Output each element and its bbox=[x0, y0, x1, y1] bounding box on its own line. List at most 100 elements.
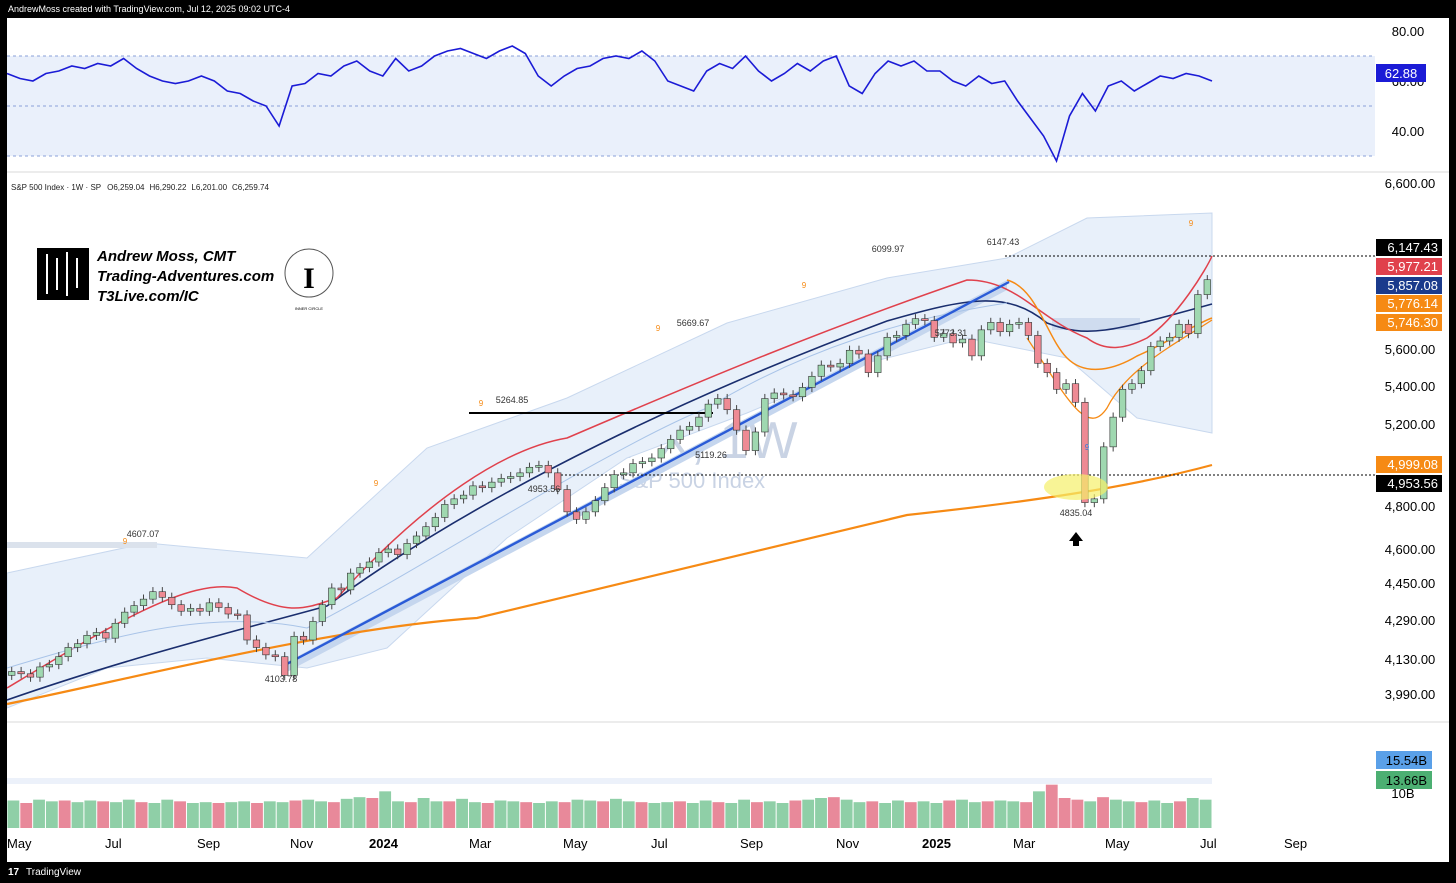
volume-bar bbox=[802, 799, 815, 828]
candle-up bbox=[1156, 340, 1164, 347]
price-axis-label: 4,600.00 bbox=[1385, 542, 1436, 557]
candle-down bbox=[1043, 362, 1051, 373]
rsi-value: 62.88 bbox=[1385, 66, 1418, 81]
candle-up bbox=[1203, 279, 1211, 295]
chart-svg[interactable]: 80.00 60.00 40.00 62.88 S&P 500 Index · … bbox=[7, 18, 1449, 862]
time-axis-label: Mar bbox=[1013, 836, 1036, 851]
candle-up bbox=[375, 552, 383, 563]
symbol-title: S&P 500 Index · 1W · SP O6,259.04 H6,290.2… bbox=[11, 183, 269, 192]
candle-up bbox=[1109, 416, 1117, 448]
label-6147: 6147.43 bbox=[987, 237, 1020, 247]
volume-bar bbox=[686, 803, 699, 828]
volume-bar bbox=[994, 800, 1007, 828]
candle-down bbox=[968, 338, 976, 357]
price-axis-label: 3,990.00 bbox=[1385, 687, 1436, 702]
trendline bbox=[282, 280, 1010, 668]
candle-down bbox=[1081, 401, 1089, 503]
volume-tag-label: 15.54B bbox=[1386, 753, 1427, 768]
volume-ma-band bbox=[7, 778, 1212, 784]
rsi-pane: 80.00 60.00 40.00 62.88 bbox=[7, 24, 1426, 164]
price-tag bbox=[1376, 239, 1442, 256]
volume-bar bbox=[866, 801, 879, 828]
footer-bar: 17 TradingView bbox=[0, 862, 1456, 883]
time-axis-label: Jul bbox=[105, 836, 122, 851]
candle-up bbox=[1118, 388, 1127, 418]
candle-up bbox=[582, 511, 590, 520]
volume-bar bbox=[379, 791, 392, 828]
volume-bar bbox=[1199, 799, 1212, 828]
volume-bar bbox=[827, 797, 840, 828]
volume-bar bbox=[7, 800, 20, 828]
time-axis-label: Nov bbox=[836, 836, 860, 851]
volume-bar bbox=[1045, 784, 1058, 828]
candle-up bbox=[601, 487, 609, 502]
nine-marker: 9 bbox=[802, 281, 807, 290]
volume-bar bbox=[776, 803, 789, 828]
volume-bar bbox=[622, 801, 635, 828]
volume-bar bbox=[494, 800, 507, 828]
candle-up bbox=[441, 504, 449, 518]
volume-bar bbox=[1174, 801, 1186, 828]
time-axis-label: Jul bbox=[1200, 836, 1217, 851]
candle-logo-icon bbox=[37, 248, 89, 300]
volume-bar bbox=[97, 801, 110, 828]
label-4953: 4953.56 bbox=[528, 484, 561, 494]
volume-bar bbox=[251, 803, 263, 828]
volume-bar bbox=[853, 802, 866, 828]
candle-up bbox=[139, 598, 148, 606]
volume-bar bbox=[366, 798, 379, 828]
volume-bar bbox=[443, 801, 456, 828]
candle-up bbox=[1128, 383, 1136, 390]
candle-up bbox=[977, 329, 985, 357]
candle-up bbox=[130, 605, 138, 613]
volume-bar bbox=[712, 802, 725, 828]
resistance-zone bbox=[7, 542, 157, 548]
candle-down bbox=[252, 639, 261, 648]
candle-down bbox=[224, 607, 232, 615]
volume-tag bbox=[1376, 771, 1432, 789]
candle-up bbox=[83, 635, 91, 645]
inner-circle-logo-icon bbox=[284, 248, 334, 298]
candle-up bbox=[431, 517, 439, 528]
candle-down bbox=[17, 671, 25, 675]
candle-up bbox=[497, 478, 505, 483]
tradingview-logo-icon: 17 bbox=[8, 867, 20, 878]
candle-down bbox=[996, 322, 1004, 333]
price-tag bbox=[1376, 456, 1442, 473]
volume-bar bbox=[635, 802, 648, 828]
volume-bar bbox=[84, 800, 97, 828]
price-tag bbox=[1376, 314, 1442, 331]
price-axis-label: 4,450.00 bbox=[1385, 576, 1436, 591]
candle-up bbox=[111, 622, 119, 639]
volume-bar bbox=[110, 802, 122, 828]
trend-channel bbox=[285, 280, 1007, 673]
volume-bar bbox=[186, 803, 199, 828]
price-tag bbox=[1376, 295, 1442, 312]
candle-up bbox=[45, 664, 53, 668]
candle-up bbox=[761, 398, 769, 433]
sma-red-line bbox=[7, 255, 1213, 689]
chart-panel[interactable]: 80.00 60.00 40.00 62.88 S&P 500 Index · … bbox=[7, 18, 1449, 862]
candle-down bbox=[1034, 335, 1042, 364]
candle-down bbox=[789, 394, 797, 398]
time-axis-label: Nov bbox=[290, 836, 314, 851]
time-axis-label: Mar bbox=[469, 836, 492, 851]
volume-bar bbox=[327, 802, 340, 828]
volume-bar bbox=[943, 800, 956, 828]
volume-bar bbox=[956, 799, 968, 828]
candle-down bbox=[723, 398, 731, 411]
candle-up bbox=[469, 485, 477, 496]
candle-up bbox=[318, 604, 326, 622]
price-tag bbox=[1376, 475, 1442, 492]
volume-bar bbox=[71, 802, 84, 828]
candle-down bbox=[1184, 323, 1193, 334]
candle-up bbox=[808, 375, 816, 388]
time-axis-label: May bbox=[7, 836, 32, 851]
label-4607: 4607.07 bbox=[127, 529, 160, 539]
attribution-bar: AndrewMoss created with TradingView.com,… bbox=[0, 0, 1456, 18]
candle-up bbox=[36, 666, 44, 678]
candle-up bbox=[940, 333, 948, 338]
volume-bar bbox=[981, 801, 994, 828]
volume-tag bbox=[1376, 751, 1432, 769]
volume-bar bbox=[199, 802, 212, 828]
